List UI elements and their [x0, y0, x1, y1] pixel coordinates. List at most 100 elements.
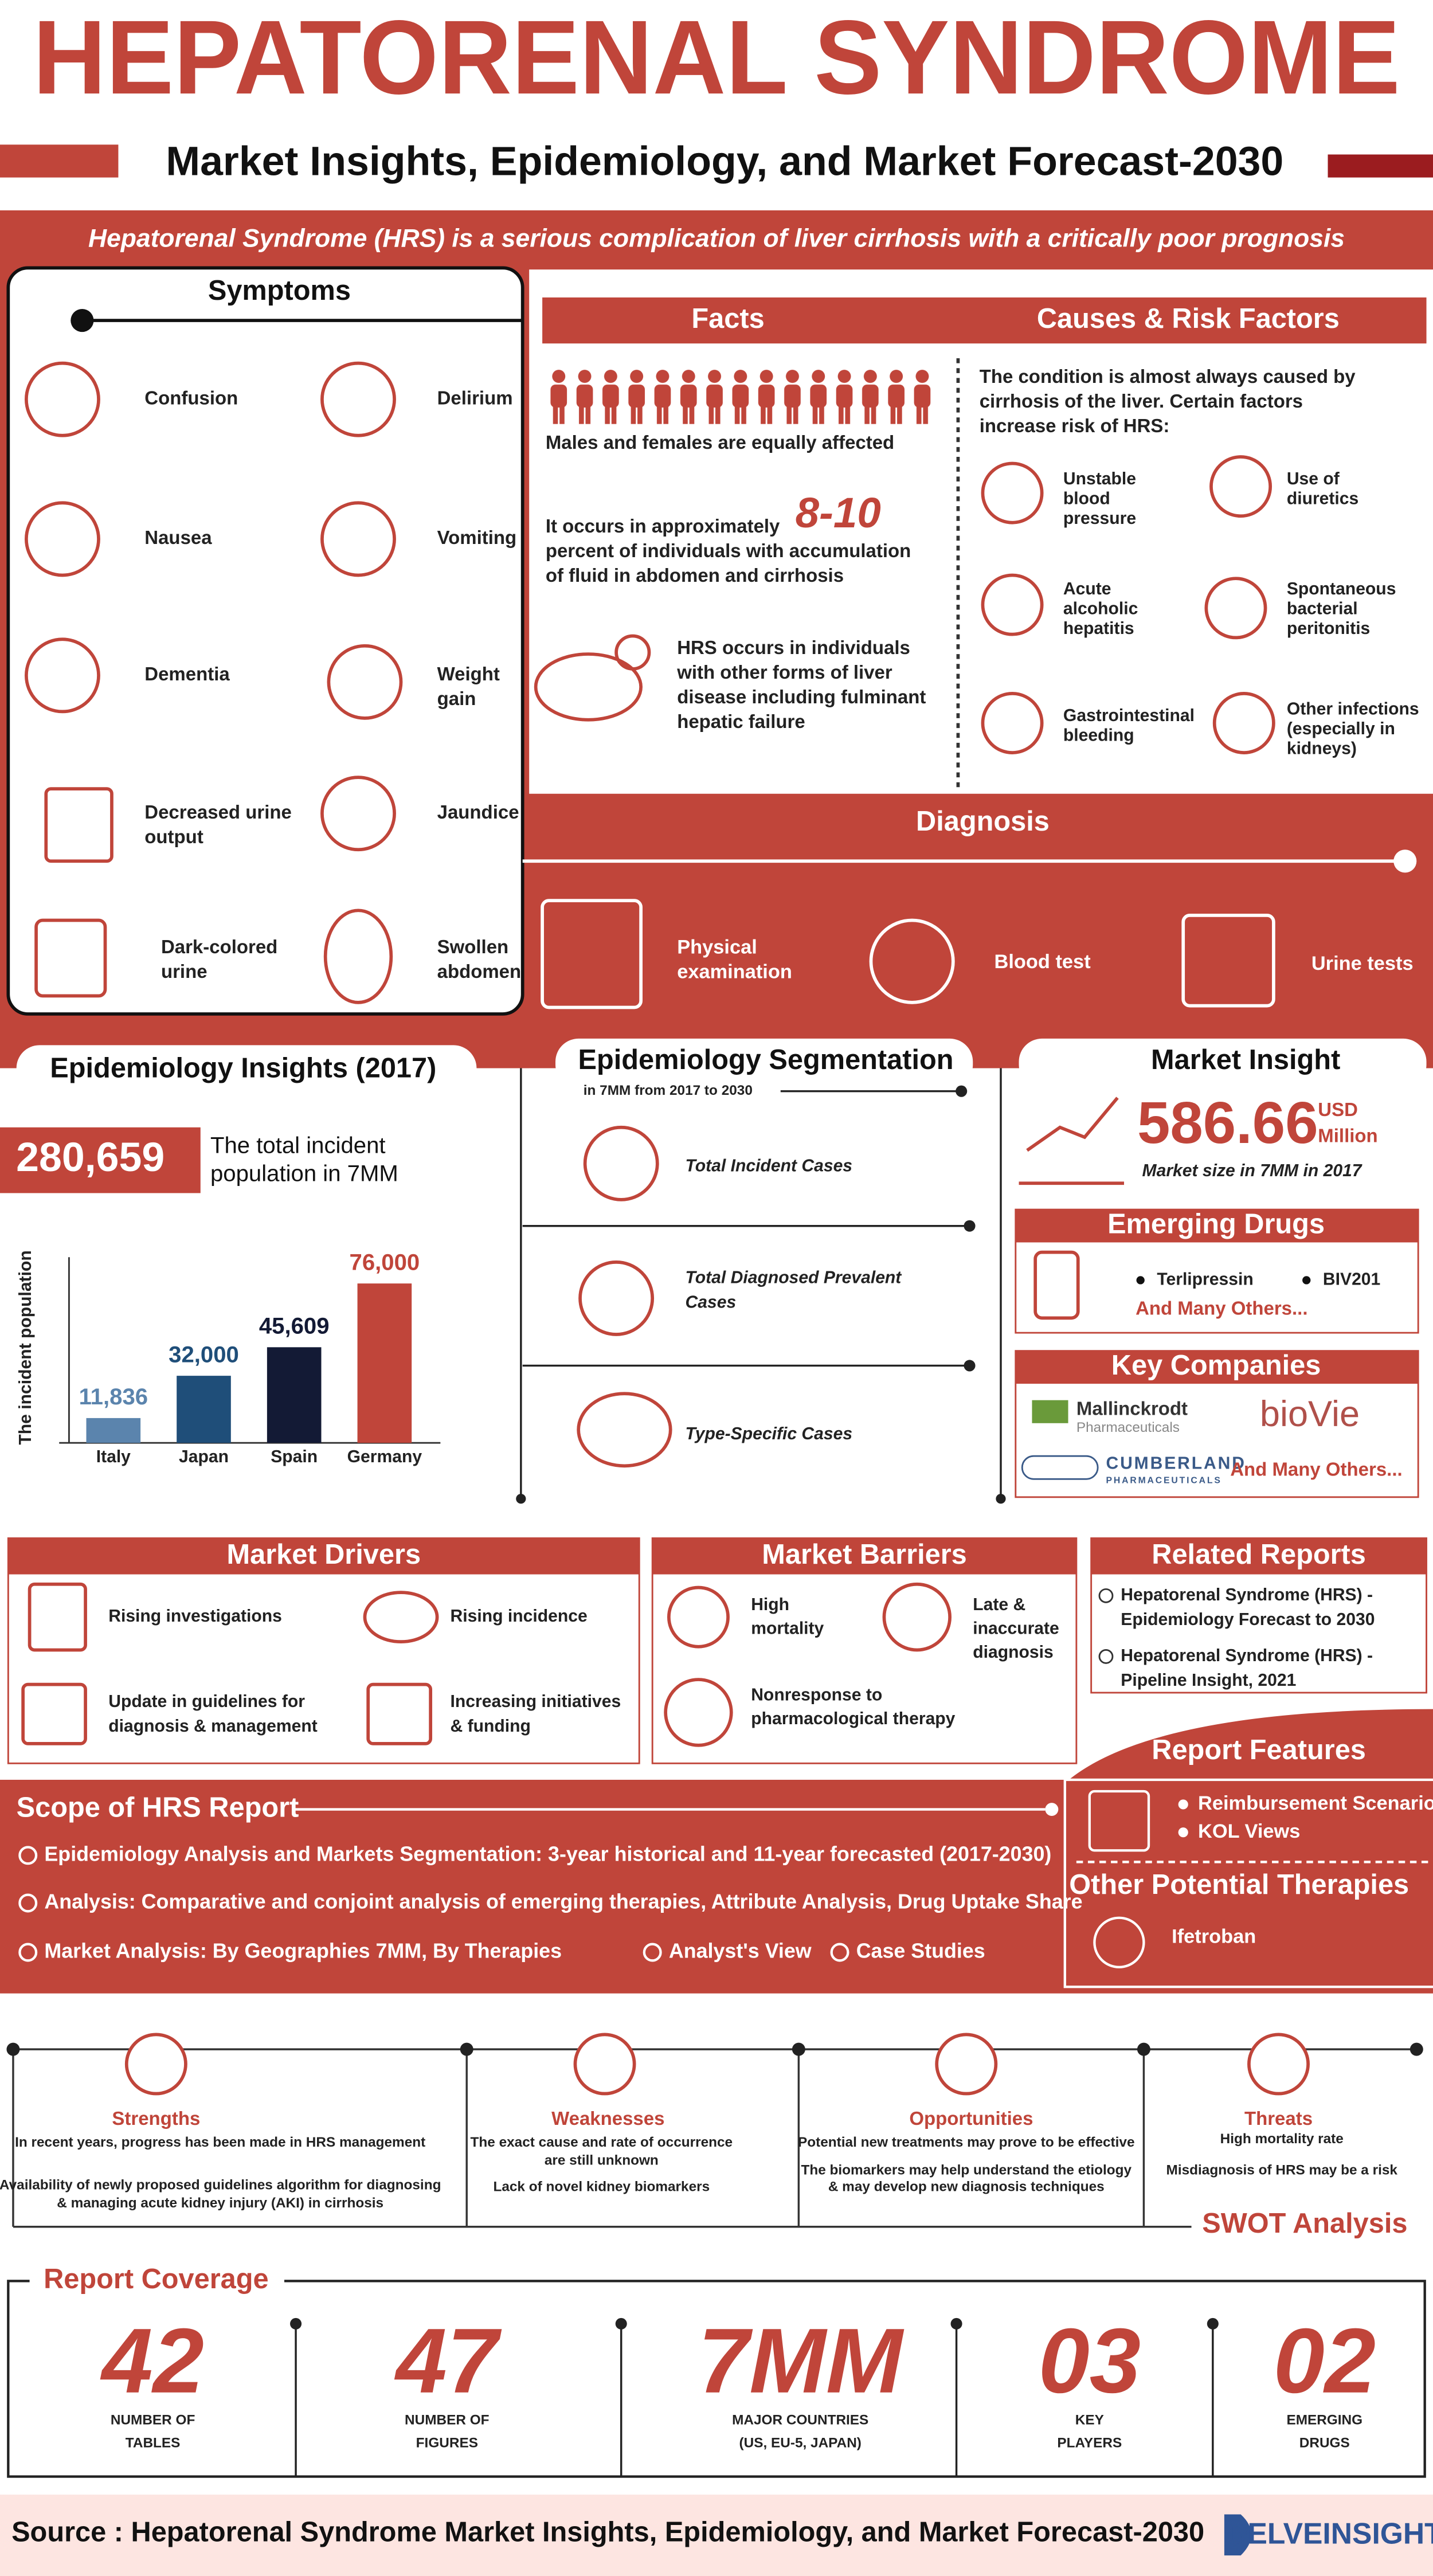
text: Confusion	[144, 387, 238, 408]
text: The biomarkers may help understand the e…	[801, 2163, 1131, 2178]
icon	[366, 1682, 433, 1745]
icon	[541, 899, 643, 1009]
icon	[1088, 1790, 1150, 1852]
text: Availability of newly proposed guideline…	[0, 2178, 441, 2193]
tab	[555, 1038, 973, 1088]
text: Decreased urine	[144, 801, 292, 823]
divider-dot	[1045, 1803, 1059, 1816]
icon	[882, 1582, 952, 1652]
bar	[267, 1347, 322, 1443]
text: Scope of HRS Report	[17, 1792, 299, 1823]
text: diagnosis	[973, 1643, 1053, 1662]
divider-dot	[1393, 849, 1417, 873]
text: Key Companies	[1111, 1350, 1321, 1381]
text: Potential new treatments may prove to be…	[798, 2135, 1135, 2150]
text: Pipeline Insight, 2021	[1121, 1671, 1296, 1690]
text: EMERGING	[1286, 2412, 1362, 2428]
dot	[6, 2042, 20, 2056]
text: Hepatorenal Syndrome (HRS) -	[1121, 1646, 1373, 1665]
dot	[290, 2317, 302, 2330]
text: 45,609	[259, 1313, 330, 1339]
icon	[21, 1682, 87, 1745]
text: hepatitis	[1063, 619, 1134, 638]
text: Epidemiology Forecast to 2030	[1121, 1610, 1375, 1629]
logo-mark	[1032, 1400, 1068, 1423]
icon	[981, 573, 1044, 636]
text: bleeding	[1063, 726, 1134, 745]
segmentation-dots	[516, 1085, 1006, 1504]
text: Market size in 7MM in 2017	[1142, 1161, 1362, 1180]
icon	[25, 637, 100, 714]
segmentation-lines	[520, 1068, 1002, 1499]
dot	[996, 1494, 1006, 1504]
text: Weaknesses	[551, 2108, 664, 2129]
text: Market Drivers	[227, 1539, 421, 1570]
text: Ifetroban	[1172, 1925, 1256, 1947]
icon	[577, 1392, 672, 1468]
text: FIGURES	[416, 2436, 478, 2451]
text: Other infections	[1287, 699, 1419, 718]
text: hepatic failure	[677, 711, 805, 732]
driver-icons	[21, 1582, 952, 1747]
text: 280,659	[16, 1134, 165, 1180]
text: PLAYERS	[1057, 2436, 1122, 2451]
text: (especially in	[1287, 719, 1395, 738]
text: Hepatorenal Syndrome (HRS) -	[1121, 1585, 1373, 1604]
text: Causes & Risk Factors	[1037, 303, 1340, 334]
text: Italy	[96, 1447, 131, 1466]
footer-band	[0, 2495, 1433, 2576]
dot	[460, 2042, 473, 2056]
text: Epidemiology Insights (2017)	[50, 1052, 436, 1083]
icon	[44, 787, 113, 863]
dot	[956, 1085, 968, 1097]
text: bacterial	[1287, 600, 1358, 618]
icon	[363, 1591, 439, 1643]
text: Facts	[691, 303, 764, 334]
text: Spain	[271, 1447, 318, 1466]
bullet	[1178, 1799, 1188, 1810]
icon	[664, 1678, 733, 1747]
text: Increasing initiatives	[451, 1692, 621, 1711]
text: Type-Specific Cases	[686, 1424, 853, 1443]
bar	[86, 1418, 141, 1443]
people-row	[547, 368, 937, 426]
tab	[16, 1045, 477, 1098]
text: 11,836	[79, 1384, 148, 1410]
text: Germany	[347, 1447, 422, 1466]
bullet	[18, 1893, 38, 1913]
segmentation-icons	[577, 1097, 1125, 1468]
text: peritonitis	[1287, 619, 1370, 638]
swot-icons	[124, 2033, 1310, 2096]
text: DRUGS	[1299, 2436, 1350, 2451]
text: diagnosis & management	[108, 1717, 318, 1736]
text: & funding	[451, 1717, 531, 1736]
text: Swollen	[437, 936, 509, 957]
total-box	[0, 1127, 201, 1193]
text: High	[751, 1595, 789, 1614]
text: Reimbursement Scenario	[1198, 1792, 1433, 1814]
accent-bar	[0, 144, 119, 178]
text: SWOT Analysis	[1202, 2208, 1407, 2239]
bullet	[830, 1943, 849, 1962]
text: The condition is almost always caused by	[980, 366, 1356, 387]
text: output	[144, 826, 203, 847]
cause-icons	[534, 455, 1275, 754]
text: gain	[437, 688, 476, 709]
text: 76,000	[350, 1249, 420, 1275]
dot	[792, 2042, 805, 2056]
dot	[615, 2317, 627, 2330]
text: HRS occurs in individuals	[677, 637, 910, 658]
text: Opportunities	[909, 2108, 1033, 2129]
text: Diagnosis	[916, 806, 1050, 837]
icon	[124, 2033, 187, 2096]
text: kidneys)	[1287, 739, 1357, 758]
icon	[25, 501, 100, 577]
text: & may develop new diagnosis techniques	[828, 2179, 1105, 2194]
text: Spontaneous	[1287, 580, 1396, 598]
icon	[981, 692, 1044, 754]
text: Epidemiology Analysis and Markets Segmen…	[44, 1842, 1051, 1865]
text: in 7MM from 2017 to 2030	[584, 1083, 753, 1098]
bullet	[1098, 1649, 1114, 1664]
text: NUMBER OF	[405, 2412, 490, 2428]
text: urine	[161, 961, 207, 982]
